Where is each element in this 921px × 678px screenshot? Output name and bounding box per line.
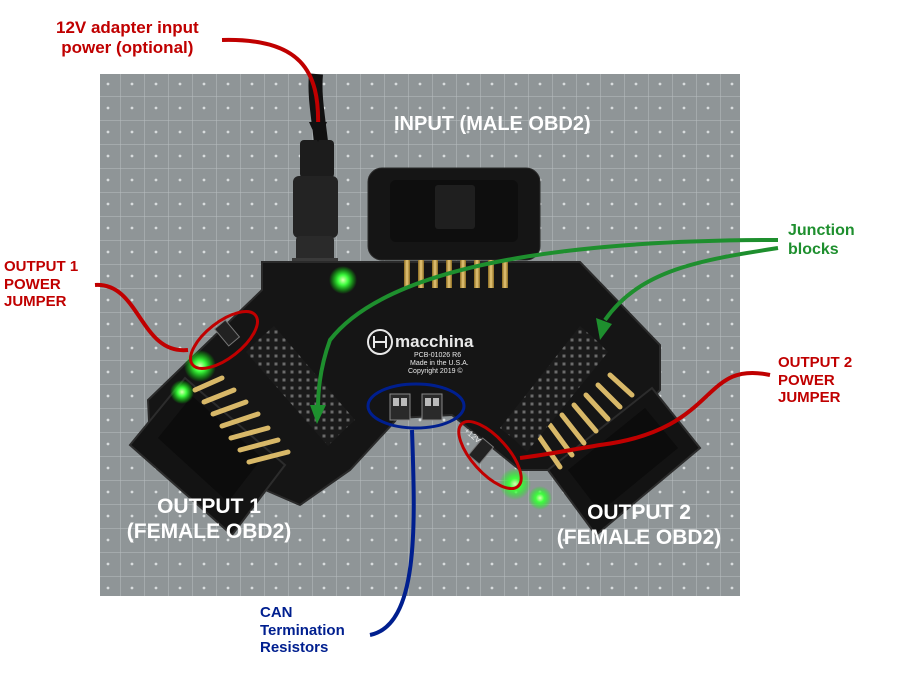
out2-jumper-label: OUTPUT 2 POWER JUMPER xyxy=(778,354,852,407)
junction-arrow-right xyxy=(603,246,779,322)
output2-pins xyxy=(535,372,635,470)
can-arrow xyxy=(369,429,416,637)
out2-jumper-arrow xyxy=(519,371,771,460)
pcb-line-2: Made in the U.S.A. xyxy=(410,360,469,367)
pcb-logo-text: macchina xyxy=(395,332,474,351)
out2-jumper-label-line-1: OUTPUT 2 xyxy=(778,354,853,371)
output1-pins xyxy=(192,375,291,465)
output1-label-line-1: OUTPUT 1 xyxy=(157,495,261,518)
can-label-line-3: Resistors xyxy=(260,639,329,657)
out1-jumper-label-line-2: POWER xyxy=(4,275,61,293)
adapter-label-line-1: 12V adapter input xyxy=(56,18,199,37)
out2-jumper-highlight xyxy=(457,420,523,490)
out1-jumper-highlight xyxy=(189,310,259,370)
output1-label: OUTPUT 1 (FEMALE OBD2) xyxy=(104,495,314,545)
output1-power-jumper-icon xyxy=(213,319,241,347)
junction-arrow-left xyxy=(316,238,779,409)
junction-arrowhead-left xyxy=(310,405,326,424)
obd2-male-connector-icon xyxy=(367,167,541,261)
output2-label-line-1: OUTPUT 2 xyxy=(587,501,691,524)
header-pins-right-icon xyxy=(500,326,608,452)
out2-jumper-label-line-2: POWER xyxy=(778,371,835,389)
adapter-label-line-2: power (optional) xyxy=(61,38,194,58)
junction-label-line-1: Junction xyxy=(788,222,855,239)
junction-label-line-2: blocks xyxy=(788,240,839,258)
output2-power-jumper-icon xyxy=(467,437,495,465)
out1-jumper-label-line-1: OUTPUT 1 xyxy=(4,258,79,275)
junction-label: Junction blocks xyxy=(788,222,855,260)
out1-jumper-arrow xyxy=(94,282,189,353)
out1-jumper-label-line-3: JUMPER xyxy=(4,293,67,311)
can-label-line-1: CAN xyxy=(260,604,293,621)
output2-label-line-2: (FEMALE OBD2) xyxy=(556,525,722,549)
macchina-logo-icon xyxy=(367,329,393,355)
led-input-icon xyxy=(329,266,357,294)
output2-label: OUTPUT 2 (FEMALE OBD2) xyxy=(534,501,744,551)
out2-jumper-label-line-3: JUMPER xyxy=(778,389,841,407)
output1-label-line-2: (FEMALE OBD2) xyxy=(126,519,292,543)
led-output1b-icon xyxy=(170,380,194,404)
led-output1-icon xyxy=(184,350,216,382)
adapter-label: 12V adapter input power (optional) xyxy=(56,18,199,58)
out1-jumper-label: OUTPUT 1 POWER JUMPER xyxy=(4,258,78,311)
adapter-arrowhead xyxy=(309,122,327,142)
can-termination-jumpers-icon xyxy=(389,393,443,421)
pcb-line-1: PCB-01026 R6 xyxy=(414,352,462,359)
can-highlight xyxy=(366,382,466,430)
adapter-arrow xyxy=(221,37,321,129)
led-output2-icon xyxy=(499,468,531,500)
pcb-line-3: Copyright 2019 © xyxy=(408,368,463,375)
input-label: INPUT (MALE OBD2) xyxy=(394,113,591,135)
can-label: CAN Termination Resistors xyxy=(260,604,345,657)
led-output2b-icon xyxy=(528,486,552,510)
junction-arrowhead-right xyxy=(596,318,612,340)
obd2-female-connector-left-icon xyxy=(128,376,287,537)
can-label-line-2: Termination xyxy=(260,621,345,639)
